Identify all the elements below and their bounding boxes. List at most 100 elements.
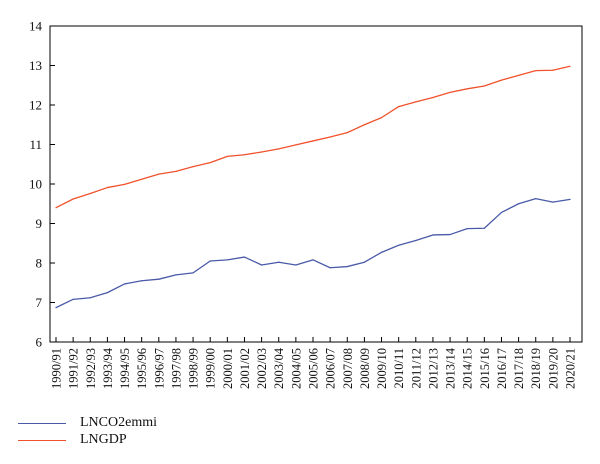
data-point-lngdp (295, 144, 297, 146)
data-point-lngdp (278, 148, 280, 150)
data-point-lngdp (243, 154, 246, 156)
series-layer (55, 65, 571, 309)
y-tick-label: 8 (36, 256, 43, 271)
x-tick-label: 2008/09 (358, 348, 372, 389)
x-tick-label: 1993/94 (101, 347, 115, 389)
data-point-lnco2emmi (363, 261, 365, 263)
data-point-lngdp (226, 155, 228, 157)
x-tick-label: 1991/92 (67, 348, 81, 389)
data-point-lngdp (209, 162, 211, 164)
data-point-lngdp (175, 170, 177, 172)
data-point-lnco2emmi (123, 283, 126, 285)
data-point-lnco2emmi (449, 233, 451, 236)
data-point-lnco2emmi (72, 298, 74, 300)
legend-item-lnco2emmi: LNCO2emmi (18, 414, 278, 432)
data-point-lnco2emmi (55, 307, 57, 309)
x-tick-label: 2018/19 (529, 348, 543, 389)
data-point-lngdp (55, 207, 57, 209)
data-point-lngdp (72, 198, 74, 200)
data-point-lngdp (569, 65, 571, 67)
x-tick-label: 2005/06 (307, 348, 321, 389)
x-tick-label: 2012/13 (426, 348, 440, 389)
data-point-lnco2emmi (226, 259, 228, 261)
x-tick-label: 2010/11 (392, 348, 406, 389)
data-point-lnco2emmi (432, 234, 434, 236)
x-tick-label: 2002/03 (255, 348, 269, 389)
y-axis: 6 7 8 9 10 11 12 13 14 (29, 19, 55, 350)
x-tick-label: 1996/97 (152, 348, 166, 389)
x-axis: 1990/91 1991/92 1992/93 1993/94 1994/95 1995/… (50, 337, 578, 389)
data-point-lngdp (483, 85, 485, 87)
data-point-lnco2emmi (106, 292, 108, 294)
x-tick-label: 2011/12 (409, 348, 423, 389)
data-point-lnco2emmi (569, 198, 571, 201)
data-point-lnco2emmi (415, 239, 417, 242)
y-tick-label: 7 (36, 295, 43, 310)
x-tick-label: 1999/00 (204, 348, 218, 389)
data-point-lnco2emmi (295, 264, 297, 266)
data-point-lnco2emmi (329, 267, 331, 269)
x-tick-label: 2014/15 (461, 348, 475, 389)
y-tick-label: 9 (36, 216, 43, 231)
y-tick-label: 6 (36, 335, 43, 350)
x-tick-label: 2001/02 (238, 348, 252, 389)
data-point-lnco2emmi (552, 201, 554, 203)
data-point-lngdp (398, 105, 400, 108)
data-point-lnco2emmi (518, 203, 520, 205)
data-point-lngdp (363, 124, 365, 126)
data-point-lnco2emmi (500, 211, 503, 214)
data-point-lngdp (123, 183, 126, 185)
data-point-lnco2emmi (535, 198, 537, 200)
data-point-lnco2emmi (380, 251, 383, 253)
x-tick-label: 1998/99 (187, 348, 201, 389)
legend-swatch-lngdp (18, 440, 66, 441)
data-point-lngdp (312, 140, 314, 142)
data-point-lnco2emmi (89, 297, 91, 299)
legend-label-lnco2emmi: LNCO2emmi (80, 415, 157, 430)
x-tick-label: 1995/96 (135, 348, 149, 389)
data-point-lnco2emmi (346, 265, 348, 268)
series-lngdp (55, 65, 571, 209)
data-point-lnco2emmi (312, 259, 314, 261)
data-point-lnco2emmi (483, 227, 485, 229)
data-point-lngdp (329, 136, 331, 138)
data-point-lngdp (261, 151, 263, 153)
legend-swatch-lnco2emmi (18, 423, 66, 424)
plot-frame (49, 25, 583, 343)
x-tick-label: 2019/20 (546, 348, 560, 389)
y-tick-label: 13 (29, 58, 42, 73)
y-tick-label: 10 (29, 177, 42, 192)
x-tick-label: 1997/98 (169, 348, 183, 389)
x-tick-label: 1994/95 (118, 348, 132, 389)
series-lnco2emmi (55, 197, 571, 309)
legend-item-lngdp: LNGDP (18, 431, 278, 449)
series-line-lnco2emmi (55, 197, 571, 309)
x-tick-label: 1992/93 (84, 348, 98, 389)
data-point-lngdp (89, 192, 91, 195)
data-point-lngdp (380, 117, 383, 119)
data-point-lngdp (415, 101, 417, 103)
data-point-lnco2emmi (466, 228, 468, 230)
x-tick-label: 2000/01 (221, 348, 235, 389)
x-tick-label: 2003/04 (272, 347, 286, 389)
y-tick-label: 12 (29, 98, 42, 113)
data-point-lngdp (158, 173, 160, 175)
data-point-lnco2emmi (192, 272, 194, 274)
y-tick-label: 14 (29, 19, 43, 34)
data-point-lngdp (106, 186, 108, 189)
data-point-lnco2emmi (141, 280, 143, 282)
data-point-lngdp (449, 91, 451, 93)
data-point-lngdp (141, 178, 143, 180)
data-point-lngdp (552, 69, 554, 71)
data-point-lnco2emmi (209, 260, 211, 262)
x-tick-label: 2009/10 (375, 348, 389, 389)
x-tick-label: 1990/91 (50, 348, 64, 389)
data-point-lngdp (432, 96, 434, 99)
data-point-lngdp (346, 132, 348, 134)
data-point-lnco2emmi (278, 261, 280, 263)
data-point-lngdp (500, 79, 503, 81)
data-point-lnco2emmi (158, 278, 160, 280)
x-tick-label: 2015/16 (478, 348, 492, 389)
data-point-lnco2emmi (175, 274, 177, 276)
legend-label-lngdp: LNGDP (80, 432, 127, 447)
